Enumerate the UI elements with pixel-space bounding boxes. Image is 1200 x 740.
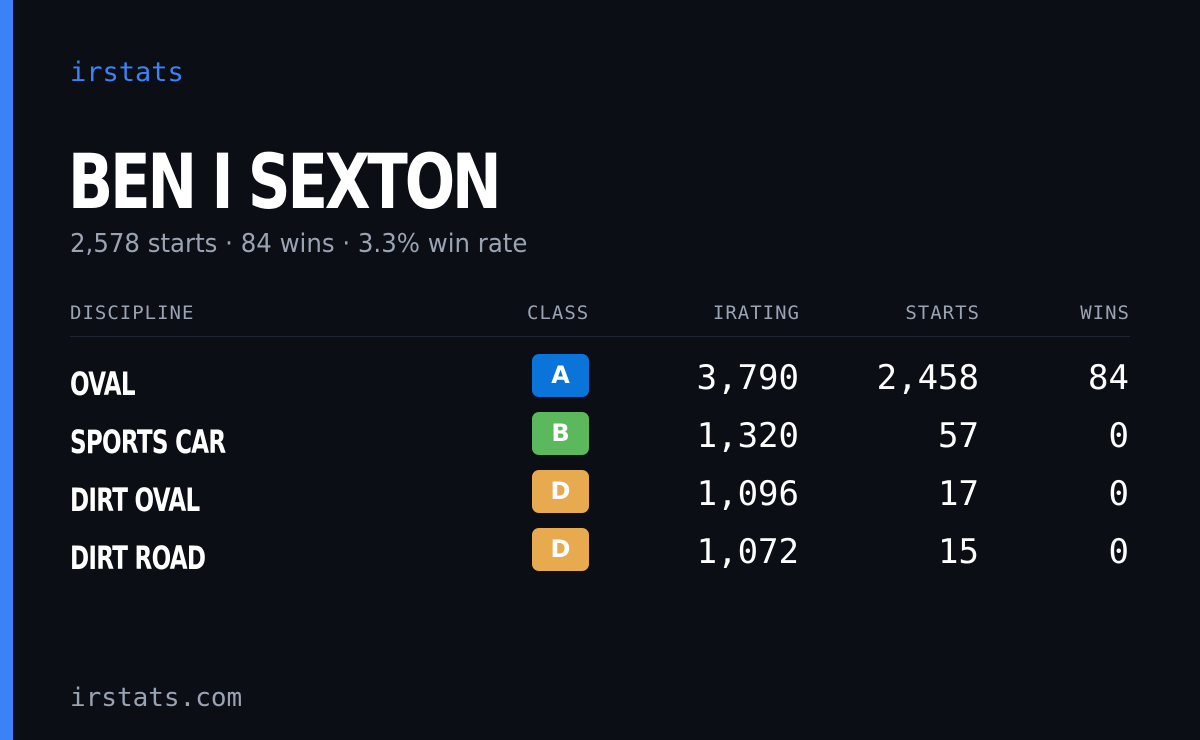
wins-value: 0 — [1108, 416, 1129, 456]
discipline-label: OVAL — [70, 365, 136, 403]
accent-bar — [0, 0, 13, 740]
header-wins: WINS — [1080, 302, 1130, 324]
wins-value: 0 — [1108, 474, 1129, 514]
header-discipline: DISCIPLINE — [70, 302, 195, 324]
discipline-label: DIRT ROAD — [70, 539, 206, 577]
driver-summary: 2,578 starts · 84 wins · 3.3% win rate — [70, 229, 528, 259]
class-badge: B — [532, 412, 589, 455]
discipline-label: DIRT OVAL — [70, 481, 200, 519]
table-row: DIRT OVAL D 1,096 17 0 — [70, 468, 1130, 526]
class-badge: D — [532, 528, 589, 571]
wins-value: 0 — [1108, 532, 1129, 572]
header-starts: STARTS — [905, 302, 980, 324]
starts-value: 15 — [938, 532, 979, 572]
starts-value: 2,458 — [876, 358, 979, 398]
header-class: CLASS — [527, 302, 590, 324]
brand-logo: irstats — [70, 57, 184, 88]
driver-name: BEN I SEXTON — [68, 137, 502, 226]
footer-url: irstats.com — [70, 683, 243, 713]
header-irating: IRATING — [712, 302, 800, 324]
class-badge: A — [532, 354, 589, 397]
table-row: OVAL A 3,790 2,458 84 — [70, 352, 1130, 410]
irating-value: 3,790 — [696, 358, 799, 398]
starts-value: 17 — [938, 474, 979, 514]
header-divider — [70, 336, 1130, 337]
discipline-label: SPORTS CAR — [70, 423, 226, 461]
irating-value: 1,096 — [696, 474, 799, 514]
table-row: SPORTS CAR B 1,320 57 0 — [70, 410, 1130, 468]
wins-value: 84 — [1088, 358, 1129, 398]
irating-value: 1,072 — [696, 532, 799, 572]
table-row: DIRT ROAD D 1,072 15 0 — [70, 526, 1130, 584]
irating-value: 1,320 — [696, 416, 799, 456]
starts-value: 57 — [938, 416, 979, 456]
class-badge: D — [532, 470, 589, 513]
